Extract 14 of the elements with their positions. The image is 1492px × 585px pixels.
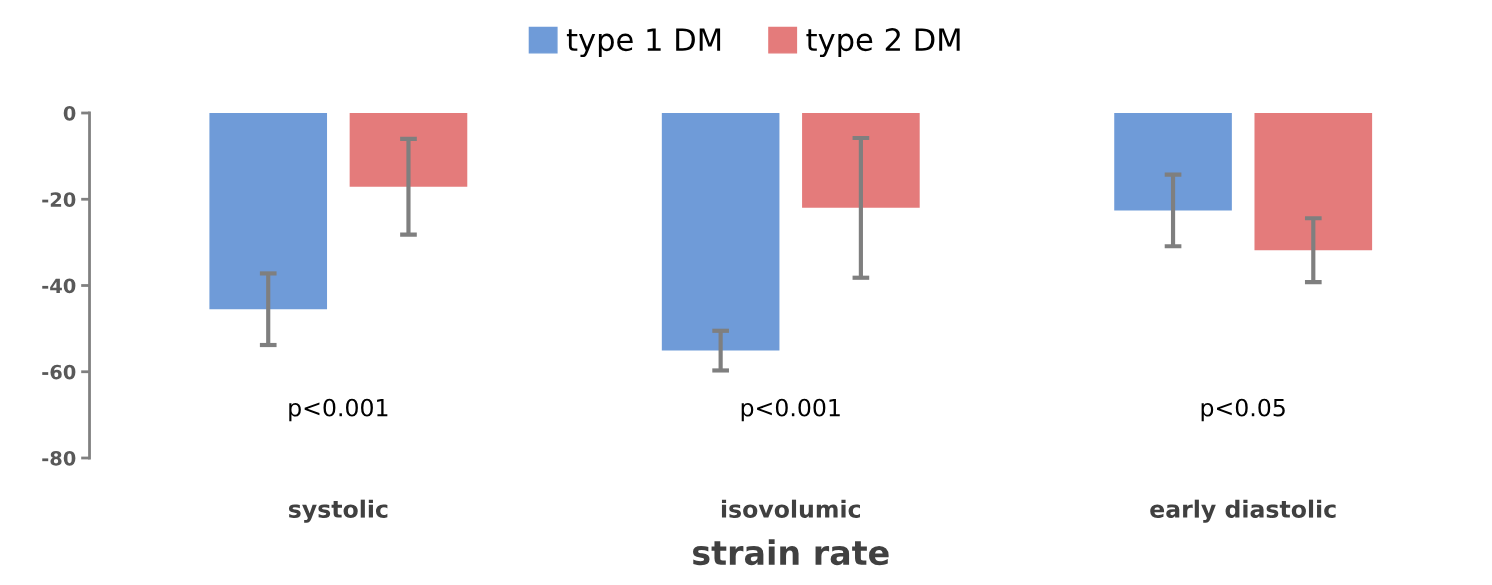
y-tick-label: -20	[42, 192, 76, 207]
x-tick-label: systolic	[288, 499, 388, 523]
legend-label: type 1 DM	[566, 28, 721, 58]
y-tick-label: -80	[42, 450, 76, 466]
y-tick-label: 0	[63, 105, 76, 121]
x-tick-label: isovolumic	[721, 499, 860, 518]
annotation: p<0.05	[1201, 398, 1285, 422]
legend-label: type 2 DM	[806, 28, 960, 58]
annotation: p<0.001	[289, 398, 388, 422]
x-axis-title: strain rate	[693, 539, 889, 566]
y-tick-label: -60	[42, 364, 76, 380]
x-tick-label: early diastolic	[1150, 499, 1336, 523]
y-tick-label: -40	[42, 278, 76, 294]
annotation: p<0.001	[741, 398, 840, 422]
